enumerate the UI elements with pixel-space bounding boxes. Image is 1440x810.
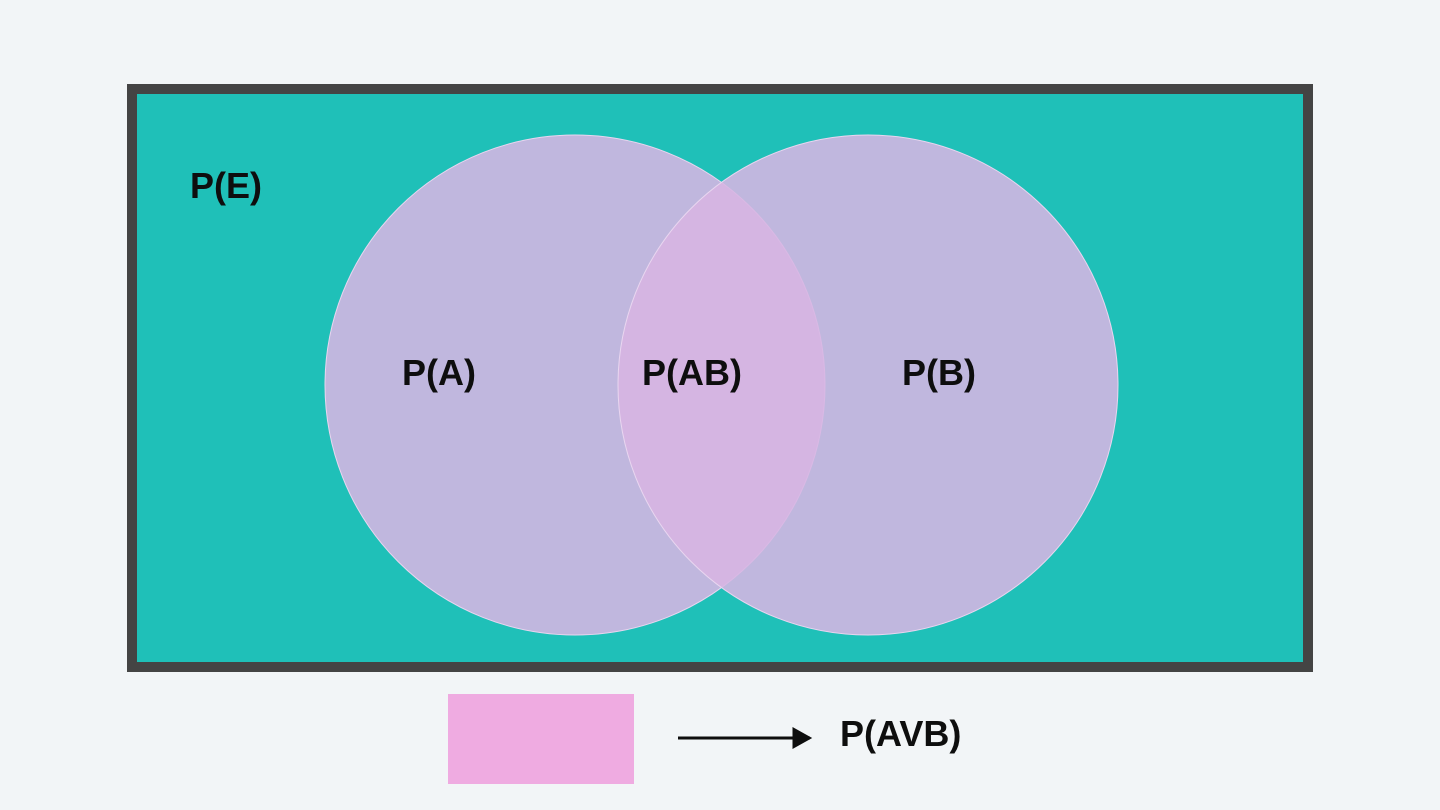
legend-arrow [0, 0, 1440, 810]
label-union: P(AVB) [840, 713, 961, 755]
